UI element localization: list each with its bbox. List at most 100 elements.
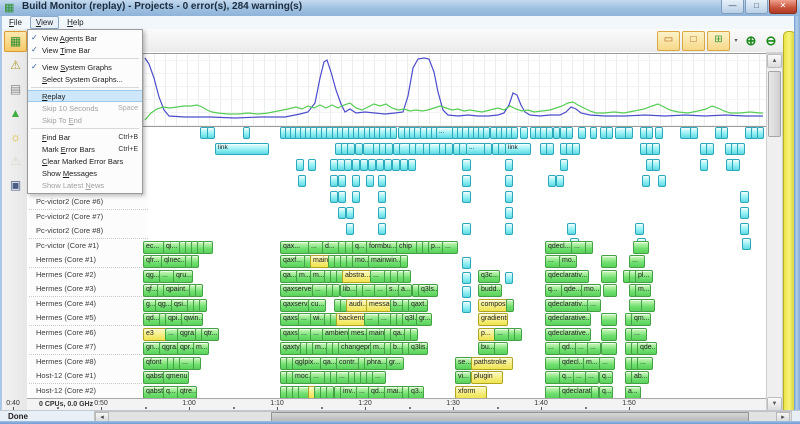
warning-list-icon[interactable]: ⚠	[10, 58, 21, 72]
waiting-job-bar	[462, 191, 471, 203]
vertical-scrollbar-thumb[interactable]	[768, 71, 781, 137]
menu-item-show-messages[interactable]: Show Messages	[28, 167, 142, 179]
menu-file[interactable]: File	[9, 18, 22, 27]
save-icon[interactable]: ▣	[9, 178, 22, 192]
waiting-job-bar	[740, 191, 749, 203]
toolbar: ▭ □ ⊞ ▾ ⊕ ⊖	[27, 29, 794, 53]
job-bar: q...	[599, 386, 613, 399]
waiting-job-bar	[740, 223, 749, 235]
waiting-job-bar	[346, 207, 354, 219]
window-right-border	[794, 16, 800, 424]
job-bar	[191, 255, 199, 268]
menu-view[interactable]: View	[29, 16, 60, 29]
waiting-job-bar	[652, 143, 660, 155]
waiting-job-bar	[385, 143, 393, 155]
axis-minor-tick	[233, 407, 235, 409]
scroll-up-icon[interactable]: ▲	[767, 54, 782, 68]
host-label: Hermes (Core #4)	[29, 297, 148, 312]
problems-icon[interactable]: ⚠	[10, 154, 21, 168]
system-graph-panel	[142, 53, 768, 127]
host-label: Host-12 (Core #1)	[29, 369, 148, 384]
axis-tick-mark	[277, 407, 278, 410]
waiting-job-bar	[505, 207, 513, 219]
job-bar: ambien...	[322, 328, 350, 341]
waiting-job-bar	[706, 143, 714, 155]
menu-item-find-bar[interactable]: Find Bar Ctrl+B	[28, 131, 142, 143]
waiting-job-bar	[625, 127, 633, 139]
menu-item-view-time-bar[interactable]: ✓ View Time Bar	[28, 44, 142, 56]
menu-item-view-agents-bar[interactable]: ✓ View Agents Bar	[28, 32, 142, 44]
job-bar: q3c...	[478, 270, 500, 283]
menu-separator	[31, 87, 139, 88]
vertical-scrollbar[interactable]: ▲ ▼	[766, 53, 783, 412]
menu-item-replay[interactable]: Replay	[28, 90, 142, 102]
job-bar: qfr...	[143, 255, 163, 268]
layout-grid-button[interactable]: □	[682, 31, 705, 51]
job-bar: qdeclarative...	[545, 313, 591, 326]
menu-help[interactable]: Help	[67, 18, 84, 27]
close-button[interactable]: ✕	[769, 0, 797, 14]
zoom-out-button[interactable]: ⊖	[765, 33, 777, 48]
waiting-job-bar: ...	[436, 127, 454, 139]
job-bar: qaxs...	[280, 328, 300, 341]
job-bar: ab...	[631, 371, 649, 384]
menu-item-clear-marked-error-bars[interactable]: Clear Marked Error Bars	[28, 155, 142, 167]
waiting-job-bar	[378, 207, 386, 219]
job-bar: qaxserv...	[280, 299, 310, 312]
job-bar: mo...	[559, 255, 577, 268]
minimize-button[interactable]: —	[721, 0, 744, 14]
cpu-load-label: 0 CPUs, 0.0 GHz	[39, 401, 94, 408]
idea-bulb-icon[interactable]: ☼	[10, 130, 21, 144]
waiting-job-bar: link	[215, 143, 269, 155]
maximize-button[interactable]: □	[745, 0, 768, 14]
gantt-view-icon[interactable]: ▦	[4, 31, 27, 52]
menu-item-select-system-graphs[interactable]: Select System Graphs...	[28, 73, 142, 85]
title-bar[interactable]: ▦ Build Monitor (replay) - Projects - 0 …	[0, 0, 800, 17]
job-bar	[506, 299, 514, 312]
layout-single-button[interactable]: ▭	[657, 31, 680, 51]
checkmark-icon: ✓	[31, 33, 38, 42]
waiting-job-bar	[511, 127, 518, 139]
waiting-job-bar	[462, 159, 471, 171]
host-up-icon[interactable]: ▲	[9, 106, 22, 120]
waiting-job-bar	[392, 159, 400, 171]
job-bar: qaxt...	[408, 299, 428, 312]
job-bar	[494, 342, 508, 355]
job-bar: qde...	[561, 284, 583, 297]
job-bar: mo...	[581, 284, 601, 297]
job-bar: q3lis...	[408, 342, 428, 355]
job-bar: mes...	[348, 328, 368, 341]
job-bar: m...	[193, 342, 209, 355]
stack-view-icon[interactable]: ▤	[9, 82, 22, 96]
menu-item-view-system-graphs[interactable]: ✓ View System Graphs	[28, 61, 142, 73]
window-title: Build Monitor (replay) - Projects - 0 er…	[22, 1, 303, 12]
layout-dropdown-icon[interactable]: ▾	[734, 38, 738, 44]
job-bar: ...	[545, 255, 561, 268]
waiting-job-bar: link	[505, 143, 531, 155]
job-bar: qdecl...	[545, 241, 573, 254]
menu-item-label: Show Messages	[42, 168, 98, 178]
job-bar: qabstr...	[143, 371, 165, 384]
job-bar: audi...	[346, 299, 368, 312]
job-bar: q...	[559, 371, 575, 384]
waiting-job-bar	[338, 207, 346, 219]
axis-minor-tick	[409, 407, 411, 409]
waiting-job-bar	[308, 159, 316, 171]
waiting-job-bar	[553, 127, 560, 139]
zoom-in-button[interactable]: ⊕	[745, 33, 757, 48]
job-bar: qaxf...	[280, 255, 306, 268]
job-bar: abstra...	[342, 270, 372, 283]
scroll-down-icon[interactable]: ▼	[767, 397, 782, 411]
job-bar: gr...	[416, 313, 432, 326]
layout-cascade-button[interactable]: ⊞	[707, 31, 730, 51]
job-bar: ...	[372, 371, 386, 384]
waiting-job-bar	[505, 159, 513, 171]
job-bar	[601, 313, 617, 326]
job-bar: pl...	[635, 270, 653, 283]
waiting-job-bar	[445, 143, 453, 155]
menu-item-mark-error-bars[interactable]: Mark Error Bars Ctrl+E	[28, 143, 142, 155]
job-bar: ...	[573, 371, 587, 384]
job-bar	[633, 241, 649, 254]
waiting-job-bar	[548, 175, 556, 187]
